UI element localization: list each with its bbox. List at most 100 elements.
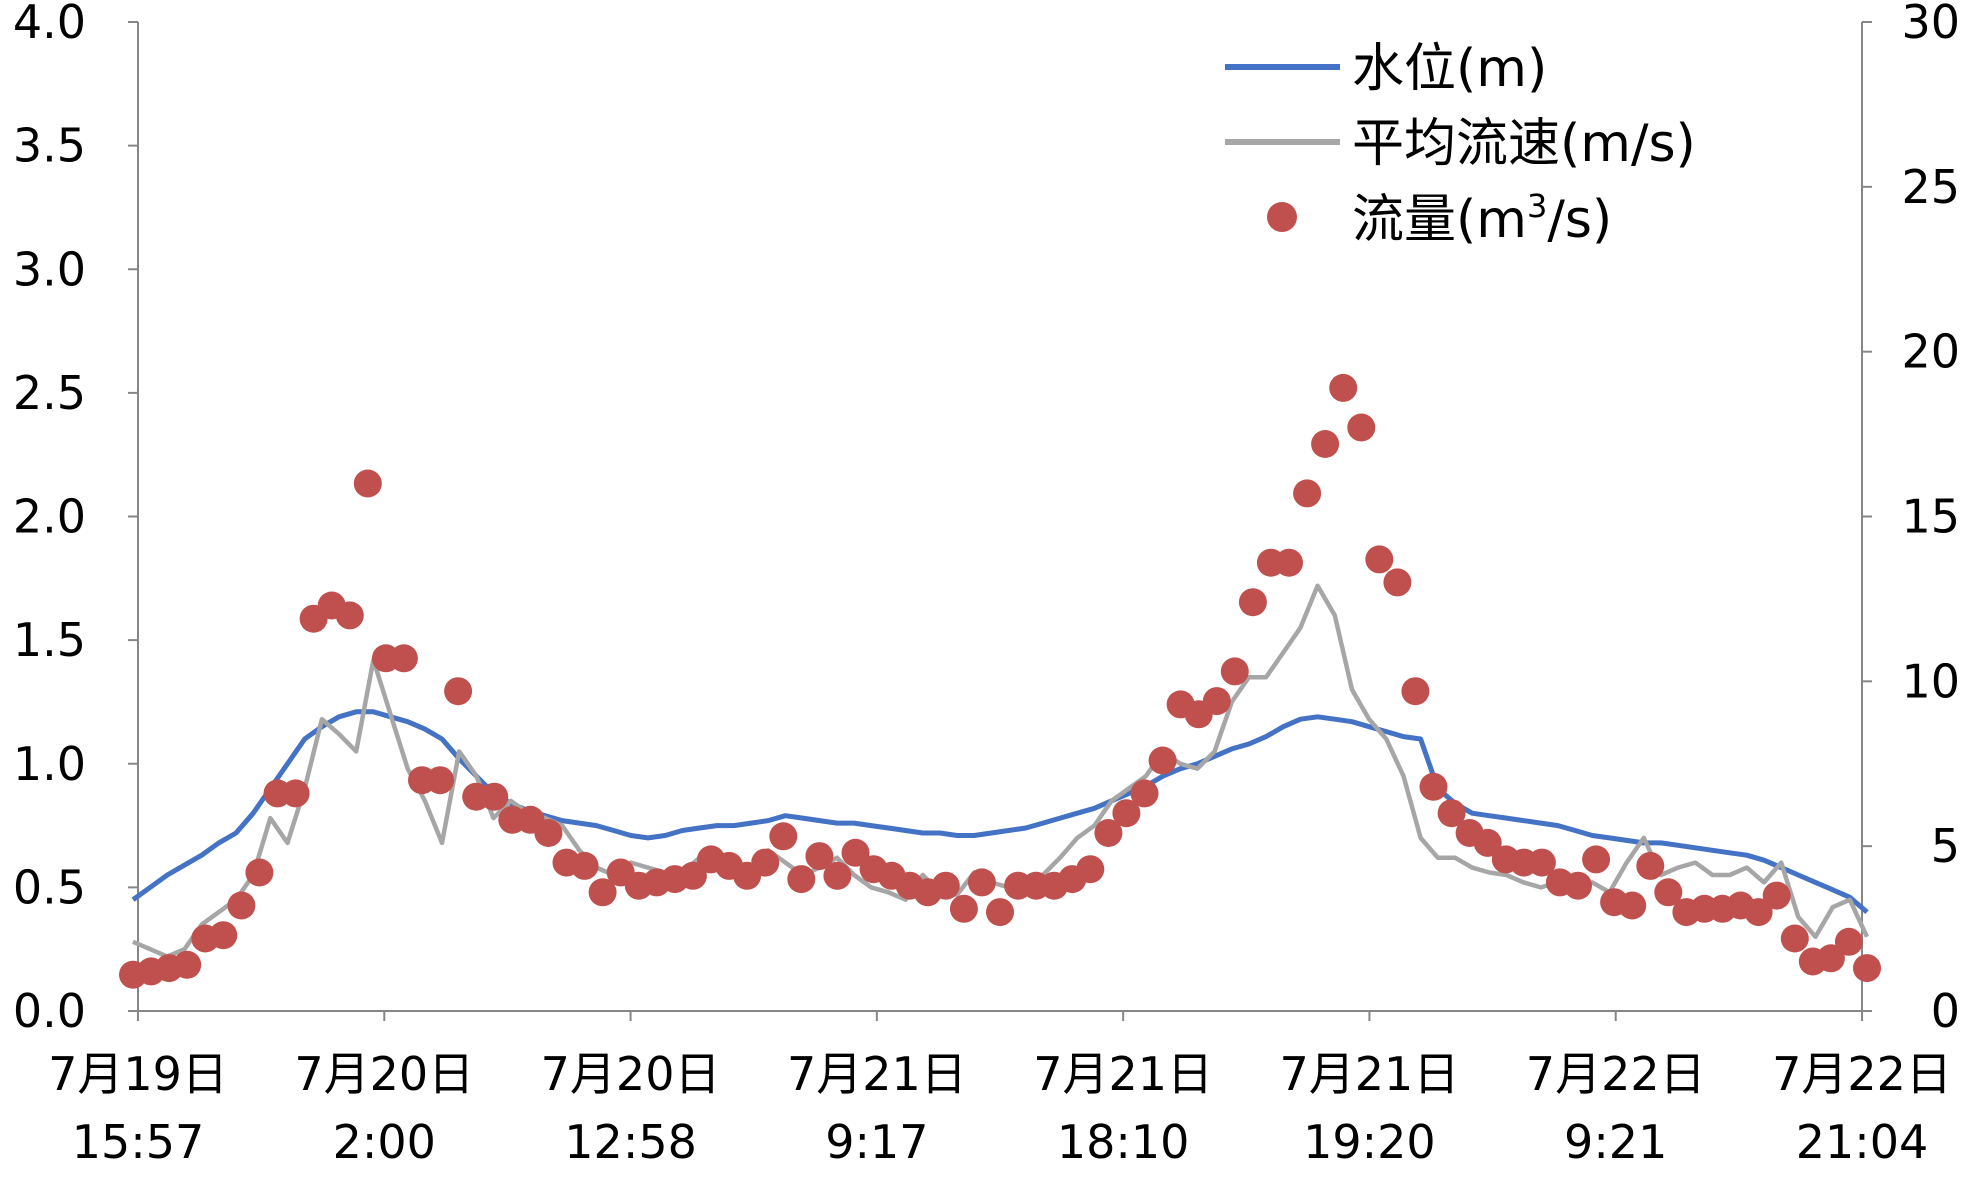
scatter-point bbox=[209, 921, 238, 950]
legend-marker-discharge bbox=[1267, 202, 1297, 232]
scatter-point bbox=[588, 878, 617, 907]
legend-label-discharge-sup: 3 bbox=[1527, 187, 1547, 225]
x-axis-ticks: 7月19日 15:57 7月20日 2:00 7月20日 12:58 7月21日 9:17 7月… bbox=[48, 1011, 1952, 1169]
scatter-point bbox=[1238, 588, 1267, 617]
x-tick-label-time: 2:00 bbox=[333, 1115, 436, 1169]
scatter-point bbox=[1618, 891, 1647, 920]
scatter-point bbox=[1853, 954, 1881, 983]
scatter-point bbox=[841, 838, 870, 867]
scatter-point bbox=[1220, 657, 1249, 686]
x-tick-label-time: 19:20 bbox=[1303, 1115, 1436, 1169]
scatter-point bbox=[1202, 687, 1231, 716]
scatter-point bbox=[1148, 746, 1177, 775]
scatter-point bbox=[335, 601, 364, 630]
x-tick-label-date: 7月20日 bbox=[541, 1047, 721, 1101]
right-tick-label: 0 bbox=[1931, 984, 1960, 1038]
scatter-point bbox=[1347, 413, 1376, 442]
left-tick-label: 1.0 bbox=[13, 737, 86, 791]
x-tick-label-time: 9:17 bbox=[825, 1115, 928, 1169]
x-tick-label-time: 9:21 bbox=[1564, 1115, 1667, 1169]
scatter-point bbox=[1473, 828, 1502, 857]
x-tick-label-time: 21:04 bbox=[1796, 1115, 1929, 1169]
right-tick-label: 20 bbox=[1901, 325, 1960, 379]
scatter-point bbox=[967, 868, 996, 897]
scatter-point bbox=[1527, 848, 1556, 877]
left-axis-ticks: 0.0 0.5 1.0 1.5 2.0 2.5 3.0 3.5 4.0 bbox=[13, 0, 138, 1038]
scatter-point bbox=[281, 779, 310, 808]
right-tick-label: 30 bbox=[1901, 0, 1960, 49]
scatter-point bbox=[389, 644, 418, 673]
scatter-point bbox=[1383, 568, 1412, 597]
scatter-point bbox=[1654, 878, 1683, 907]
right-tick-label: 5 bbox=[1931, 819, 1960, 873]
legend-label-discharge: 流量(m3/s) bbox=[1352, 187, 1612, 250]
x-tick-label-time: 15:57 bbox=[72, 1115, 205, 1169]
scatter-point bbox=[1076, 855, 1105, 884]
scatter-point bbox=[931, 871, 960, 900]
scatter-point bbox=[769, 822, 798, 851]
scatter-point bbox=[1834, 927, 1863, 956]
left-tick-label: 3.5 bbox=[13, 119, 86, 173]
left-tick-label: 1.5 bbox=[13, 613, 86, 667]
series-line-0 bbox=[131, 709, 1869, 914]
scatter-point bbox=[1293, 479, 1322, 508]
scatter-point bbox=[1780, 924, 1809, 953]
scatter-point bbox=[444, 677, 473, 706]
x-tick-label-date: 7月21日 bbox=[787, 1047, 967, 1101]
scatter-point bbox=[1275, 548, 1303, 577]
legend-label-discharge-suffix: /s) bbox=[1547, 190, 1612, 250]
scatter-point bbox=[678, 861, 707, 890]
scatter-point bbox=[1112, 799, 1141, 828]
scatter-point bbox=[227, 891, 256, 920]
plot-area bbox=[119, 373, 1881, 989]
scatter-point bbox=[245, 858, 274, 887]
right-tick-label: 15 bbox=[1901, 490, 1960, 544]
scatter-point bbox=[949, 894, 978, 923]
left-tick-label: 4.0 bbox=[13, 0, 86, 49]
scatter-point bbox=[1094, 819, 1123, 847]
x-tick-label-date: 7月21日 bbox=[1033, 1047, 1213, 1101]
scatter-point bbox=[570, 851, 599, 880]
scatter-point bbox=[426, 766, 455, 795]
scatter-point bbox=[480, 782, 509, 811]
scatter-point bbox=[1329, 373, 1358, 402]
scatter-point bbox=[1130, 779, 1159, 808]
legend-label-discharge-prefix: 流量(m bbox=[1352, 190, 1527, 250]
scatter-point bbox=[534, 819, 563, 847]
x-tick-label-date: 7月21日 bbox=[1280, 1047, 1460, 1101]
x-tick-label-time: 18:10 bbox=[1057, 1115, 1190, 1169]
scatter-point bbox=[1564, 871, 1592, 900]
legend: 水位(m) 平均流速(m/s) 流量(m3/s) bbox=[1225, 39, 1696, 250]
scatter-point bbox=[1419, 772, 1448, 801]
x-tick-label-time: 12:58 bbox=[564, 1115, 697, 1169]
left-tick-label: 0.5 bbox=[13, 860, 86, 914]
x-tick-label-date: 7月22日 bbox=[1526, 1047, 1706, 1101]
x-tick-label-date: 7月20日 bbox=[294, 1047, 474, 1101]
scatter-point bbox=[353, 469, 382, 498]
scatter-point bbox=[173, 950, 202, 979]
scatter-point bbox=[823, 861, 852, 890]
scatter-point bbox=[1365, 545, 1394, 574]
scatter-point bbox=[751, 848, 780, 877]
right-axis-ticks: 0 5 10 15 20 25 30 bbox=[1862, 0, 1960, 1038]
scatter-point bbox=[1401, 677, 1430, 706]
scatter-point bbox=[986, 898, 1014, 927]
x-tick-label-date: 7月22日 bbox=[1772, 1047, 1952, 1101]
scatter-point bbox=[787, 865, 816, 894]
scatter-point bbox=[1437, 799, 1466, 828]
legend-label-water-level: 水位(m) bbox=[1352, 39, 1547, 99]
scatter-point bbox=[1762, 881, 1791, 910]
scatter-point bbox=[1816, 944, 1845, 973]
scatter-point bbox=[1744, 898, 1773, 927]
scatter-point bbox=[805, 842, 834, 871]
right-tick-label: 10 bbox=[1901, 654, 1960, 708]
scatter-point bbox=[1582, 845, 1611, 874]
left-tick-label: 2.5 bbox=[13, 366, 86, 420]
scatter-point bbox=[1311, 430, 1340, 458]
right-tick-label: 25 bbox=[1901, 160, 1960, 214]
left-tick-label: 3.0 bbox=[13, 242, 86, 296]
left-tick-label: 0.0 bbox=[13, 984, 86, 1038]
left-tick-label: 2.0 bbox=[13, 490, 86, 544]
x-tick-label-date: 7月19日 bbox=[48, 1047, 228, 1101]
